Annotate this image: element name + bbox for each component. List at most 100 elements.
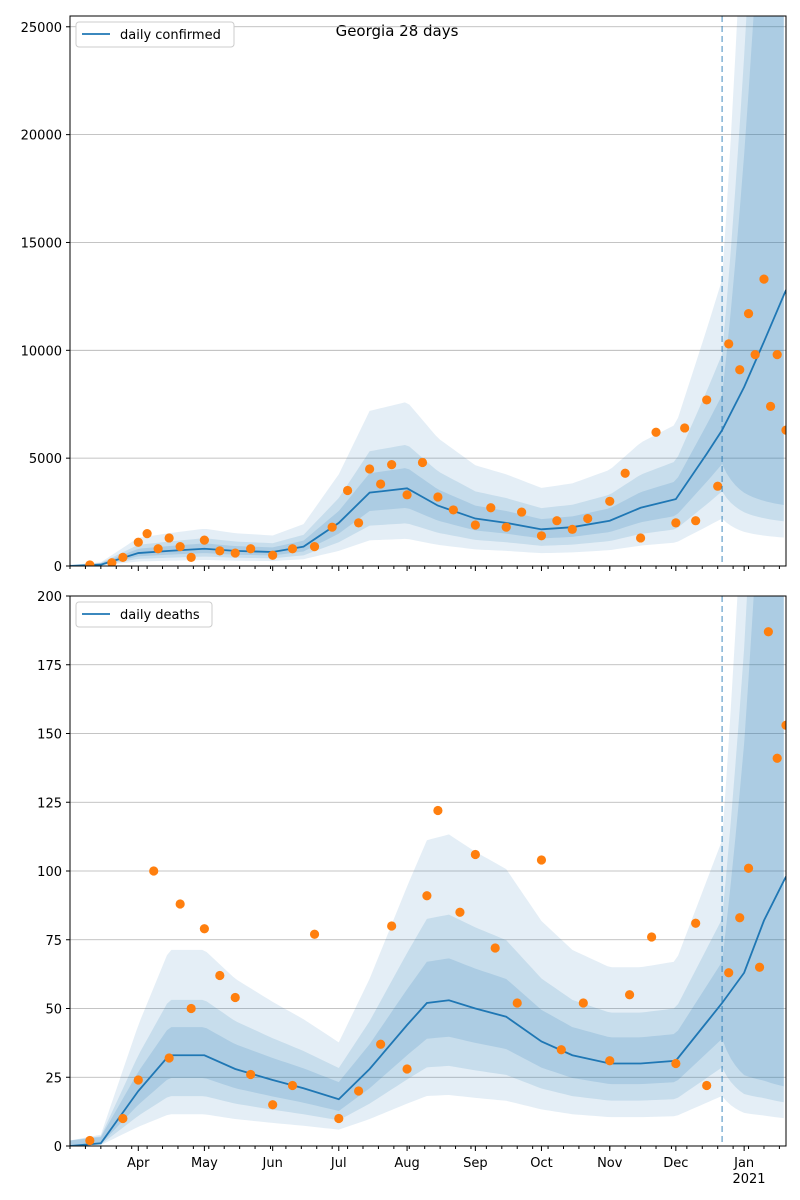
x-tick-label: Jun — [262, 1156, 283, 1171]
data-point — [153, 544, 163, 554]
data-point — [199, 924, 209, 934]
uncertainty-band — [70, 596, 784, 1146]
data-point — [246, 544, 256, 554]
data-point — [671, 1058, 681, 1069]
data-point — [470, 849, 480, 860]
legend-box — [75, 21, 235, 48]
data-point — [651, 427, 661, 437]
data-point — [342, 485, 353, 496]
y-tick-label: 50 — [45, 1003, 62, 1018]
data-point — [433, 805, 443, 816]
data-point — [215, 970, 225, 981]
x-tick-label: Dec — [663, 1156, 688, 1171]
data-point — [246, 1069, 256, 1080]
deaths-chart-panel: 0 25 50 75 100 125 150 175 200 Apr May Jun Jul Aug Sep… — [37, 590, 787, 1171]
data-point — [309, 541, 320, 552]
data-point — [680, 423, 690, 433]
data-point — [765, 401, 776, 411]
uncertainty-band — [70, 596, 784, 1146]
x-tick-label: Nov — [597, 1156, 623, 1171]
data-point — [85, 1135, 95, 1146]
data-point — [635, 533, 646, 543]
legend: daily deaths — [75, 601, 213, 628]
data-point — [327, 522, 337, 532]
y-tick-label: 150 — [37, 728, 62, 743]
x-tick-label: May — [191, 1156, 218, 1171]
uncertainty-band — [70, 596, 784, 1146]
data-point — [287, 1080, 298, 1091]
legend-label: daily confirmed — [120, 28, 221, 43]
data-point — [164, 533, 174, 543]
data-point — [691, 516, 701, 526]
y-tick-label: 75 — [45, 934, 62, 949]
data-point — [470, 520, 480, 530]
y-tick-label: 10000 — [21, 344, 62, 359]
data-point — [702, 395, 712, 405]
y-tick-label: 25 — [45, 1071, 62, 1086]
data-point — [759, 274, 769, 284]
data-point — [354, 1086, 364, 1096]
data-point — [354, 518, 364, 528]
data-point — [671, 518, 681, 528]
x-tick-label: Sep — [463, 1156, 488, 1171]
data-point — [402, 1064, 412, 1074]
data-point — [133, 1075, 143, 1085]
y-tick-label: 5000 — [29, 452, 62, 467]
data-point — [230, 548, 240, 558]
data-point — [422, 891, 432, 901]
data-point — [448, 505, 458, 515]
data-point — [387, 921, 397, 931]
data-point — [605, 1056, 615, 1066]
confirmed-chart-panel: 0 5000 10000 15000 20000 25000 daily confirmed — [21, 15, 787, 575]
data-point — [186, 552, 196, 562]
data-point — [142, 529, 152, 539]
plot-area — [70, 596, 786, 1146]
x-tick-label: Jul — [330, 1156, 347, 1171]
data-point — [287, 544, 298, 554]
data-point — [772, 350, 782, 360]
data-point — [175, 899, 185, 909]
data-point — [85, 560, 95, 566]
data-point — [268, 1100, 278, 1110]
data-point — [536, 531, 547, 541]
data-point — [578, 998, 588, 1008]
y-tick-label: 100 — [37, 865, 62, 880]
data-point — [512, 998, 522, 1008]
legend-box — [75, 601, 213, 628]
data-point — [186, 1003, 196, 1014]
data-point — [552, 516, 562, 526]
data-point — [268, 550, 278, 560]
data-point — [724, 339, 734, 349]
data-point — [620, 468, 630, 478]
figure-title: Georgia 28 days — [336, 22, 459, 40]
data-point — [781, 720, 786, 730]
data-point — [743, 863, 754, 873]
data-point — [750, 350, 760, 360]
data-point — [164, 1053, 174, 1063]
data-point — [175, 541, 185, 552]
y-tick-label: 25000 — [21, 21, 62, 36]
data-point — [376, 479, 386, 489]
data-point — [647, 932, 657, 942]
y-tick-label: 0 — [54, 1140, 62, 1155]
year-label: 2021 — [732, 1172, 765, 1187]
data-point — [199, 535, 209, 545]
data-point — [365, 464, 375, 474]
series-line — [70, 876, 786, 1146]
data-point — [781, 425, 786, 435]
data-point — [583, 513, 593, 524]
y-tick-label: 175 — [37, 659, 62, 674]
data-point — [309, 929, 320, 939]
y-tick-label: 20000 — [21, 129, 62, 144]
data-point — [702, 1080, 712, 1091]
data-point — [107, 558, 117, 566]
data-point — [772, 753, 782, 763]
data-point — [605, 496, 615, 506]
data-point — [624, 990, 635, 1000]
data-point — [118, 1113, 128, 1124]
data-point — [724, 968, 734, 978]
plot-area — [70, 16, 786, 566]
data-point — [118, 552, 128, 562]
y-tick-label: 200 — [37, 590, 62, 605]
data-point — [691, 918, 701, 928]
